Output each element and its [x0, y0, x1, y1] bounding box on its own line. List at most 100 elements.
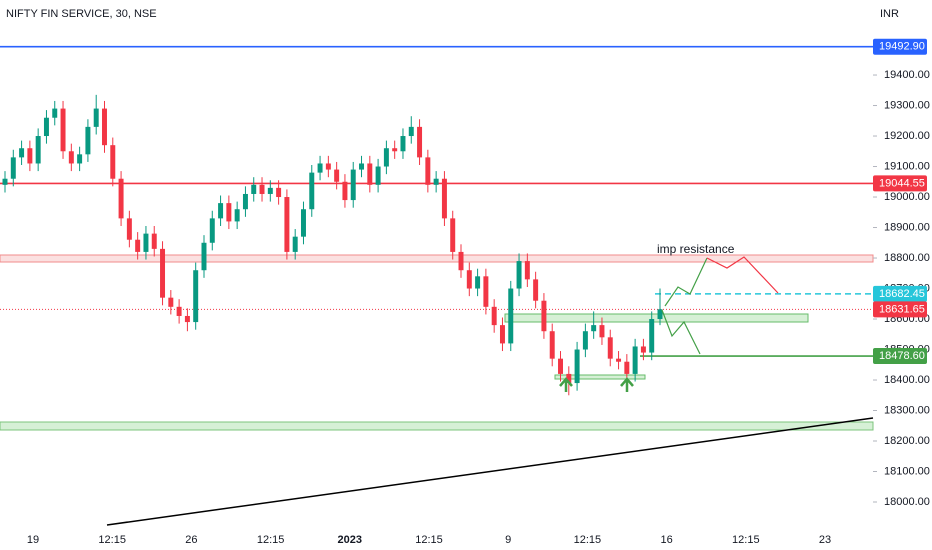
y-tick-label: 19300.00: [884, 99, 930, 111]
price-label-bg: [873, 348, 927, 365]
x-tick-label: 12:15: [98, 534, 126, 546]
arrow-up: [620, 377, 634, 392]
y-tick-label: 18000.00: [884, 496, 930, 508]
candle-body: [35, 136, 41, 164]
candle-body: [657, 309, 663, 320]
x-tick-label: 26: [185, 534, 197, 546]
projection-down: [706, 256, 779, 294]
x-tick-label: 12:15: [257, 534, 285, 546]
arrow-up: [559, 377, 573, 392]
candle-body: [566, 373, 572, 384]
price-label: 19044.55: [879, 177, 925, 189]
price-label: 18478.60: [879, 350, 925, 362]
candle-body: [110, 145, 116, 179]
y-tick-label: 19200.00: [884, 130, 930, 142]
candle-body: [541, 300, 547, 332]
candle-body: [176, 306, 182, 316]
candle-body: [450, 218, 456, 252]
candle-body: [607, 337, 613, 359]
y-tick-label: 18400.00: [884, 374, 930, 386]
price-label-bg: [873, 175, 927, 192]
candle-body: [591, 325, 597, 332]
candle-body: [135, 239, 141, 252]
y-tick-label: 19400.00: [884, 69, 930, 81]
x-tick-label: 16: [660, 534, 672, 546]
candle-body: [417, 126, 423, 158]
candle-body: [582, 331, 588, 350]
candle-body: [234, 209, 240, 222]
candle-body: [359, 163, 365, 170]
candle-body: [524, 261, 530, 280]
candle-body: [184, 315, 190, 323]
price-label: 18682.45: [879, 288, 925, 300]
candle-body: [400, 136, 406, 152]
x-tick-label: 12:15: [415, 534, 443, 546]
candle-body: [143, 233, 149, 252]
candle-body: [549, 331, 555, 359]
x-tick-label: 12:15: [732, 534, 760, 546]
candle-body: [43, 117, 49, 137]
candle-body: [342, 181, 348, 201]
candle-body: [309, 172, 315, 210]
annotation: imp resistance: [657, 242, 735, 256]
candle-body: [2, 178, 8, 185]
price-label: 19492.90: [879, 41, 925, 53]
candle-body: [533, 279, 539, 301]
candle-body: [408, 126, 414, 137]
candle-body: [85, 126, 91, 155]
candle-body: [168, 297, 174, 307]
candle-body: [201, 242, 207, 271]
chart-title: NIFTY FIN SERVICE, 30, NSE: [6, 8, 157, 20]
price-label: 18631.65: [879, 303, 925, 315]
candle-body: [317, 163, 323, 173]
candle-body: [649, 319, 655, 353]
candle-body: [27, 148, 33, 164]
y-tick-label: 19000.00: [884, 191, 930, 203]
candle-body: [77, 154, 83, 164]
candle-body: [458, 251, 464, 271]
candle-body: [632, 346, 638, 374]
x-tick-label: 23: [819, 534, 831, 546]
candle-body: [102, 108, 107, 146]
candle-body: [475, 276, 481, 289]
x-tick-label: 12:15: [574, 534, 602, 546]
candle-body: [151, 233, 157, 249]
trend-line: [106, 417, 874, 526]
x-tick-label: 9: [505, 534, 511, 546]
candle-body: [425, 157, 431, 185]
candle-body: [242, 193, 248, 210]
price-label-bg: [873, 38, 927, 55]
candle-body: [52, 108, 58, 118]
x-tick-label: 2023: [338, 534, 362, 546]
candle-body: [433, 178, 439, 185]
candle-body: [640, 346, 646, 353]
candle-body: [93, 108, 99, 127]
candle-body: [10, 157, 16, 179]
candle-body: [19, 148, 25, 158]
candle-body: [193, 270, 199, 323]
candle-body: [441, 178, 447, 219]
projection-up: [664, 257, 708, 307]
candle-body: [334, 169, 340, 182]
candle-body: [251, 184, 257, 194]
candle-body: [558, 358, 563, 374]
candle-body: [350, 169, 356, 201]
candle-body: [68, 151, 74, 164]
candle-body: [491, 306, 497, 326]
price-label-bg: [873, 285, 927, 302]
currency: INR: [880, 8, 899, 20]
price-label-bg: [873, 301, 927, 318]
candle-body: [508, 288, 514, 344]
demand-zone: [504, 313, 809, 323]
candle-body: [574, 349, 580, 384]
candle-body: [483, 276, 489, 307]
candle-body: [284, 197, 290, 252]
candle-body: [276, 187, 282, 198]
candle-body: [466, 270, 472, 289]
candle-body: [292, 236, 298, 252]
candle-body: [209, 218, 215, 243]
candle-body: [226, 203, 232, 222]
candle-body: [375, 166, 381, 185]
